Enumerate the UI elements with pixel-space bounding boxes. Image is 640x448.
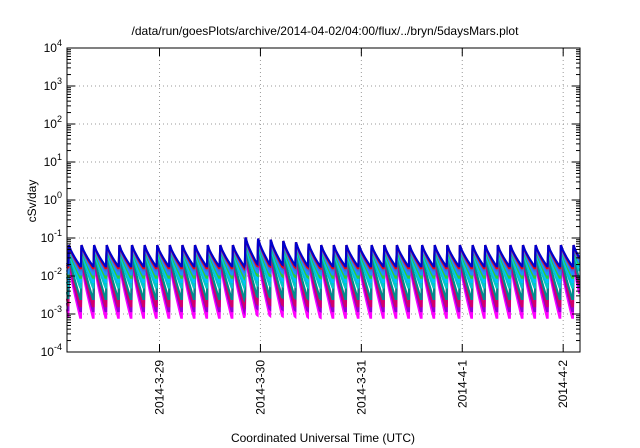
x-axis: 2014-3-29 2014-3-30 2014-3-31 2014-4-1 2014-… <box>153 48 570 415</box>
y-tick-exponent: 3 <box>57 76 62 86</box>
series-layer <box>65 237 581 320</box>
y-tick-label: 10-1 <box>41 228 62 245</box>
y-tick-exponent: -4 <box>54 342 62 352</box>
x-tick-label: 2014-3-30 <box>253 360 267 415</box>
y-tick-exponent: 1 <box>57 152 62 162</box>
y-tick-label: 104 <box>44 38 62 55</box>
y-tick-exponent: 0 <box>57 190 62 200</box>
y-tick-exponent: -3 <box>54 304 62 314</box>
y-tick-exponent: -1 <box>54 228 62 238</box>
y-tick-label: 103 <box>44 76 62 93</box>
x-tick-label: 2014-3-29 <box>153 360 167 415</box>
y-tick-exponent: -2 <box>54 266 62 276</box>
series-line-10 <box>65 237 581 269</box>
y-tick-label: 101 <box>44 152 62 169</box>
y-tick-label: 10-2 <box>41 266 62 283</box>
x-tick-label: 2014-3-31 <box>354 360 368 415</box>
y-axis-label: cSv/day <box>25 180 39 223</box>
x-tick-label: 2014-4-2 <box>556 360 570 408</box>
y-tick-exponent: 4 <box>57 38 62 48</box>
y-tick-label: 102 <box>44 114 62 131</box>
chart-title: /data/run/goesPlots/archive/2014-04-02/0… <box>132 24 520 38</box>
y-tick-label: 10-4 <box>41 342 62 359</box>
x-axis-label: Coordinated Universal Time (UTC) <box>231 431 415 445</box>
y-tick-label: 10-3 <box>41 304 62 321</box>
y-tick-label: 100 <box>44 190 62 207</box>
x-tick-label: 2014-4-1 <box>455 360 469 408</box>
y-tick-exponent: 2 <box>57 114 62 124</box>
